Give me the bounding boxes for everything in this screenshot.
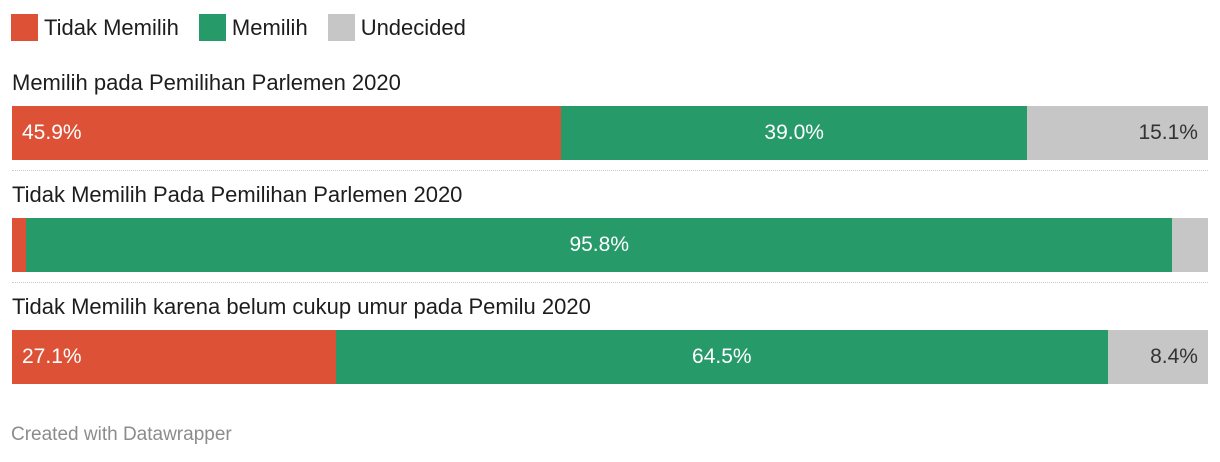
- bar-segment-memilih: 64.5%: [336, 330, 1108, 384]
- bar-segment-tidak-memilih: 45.9%: [12, 106, 561, 160]
- legend-swatch-tidak-memilih: [11, 13, 38, 41]
- stacked-bar: 95.8%: [12, 218, 1208, 272]
- chart-row-1: Memilih pada Pemilihan Parlemen 2020 45.…: [12, 70, 1208, 160]
- chart-row-3: Tidak Memilih karena belum cukup umur pa…: [12, 294, 1208, 384]
- row-title: Tidak Memilih karena belum cukup umur pa…: [12, 294, 591, 319]
- legend-item-memilih: Memilih: [198, 13, 308, 41]
- data-label: 39.0%: [764, 121, 824, 144]
- data-label: 45.9%: [22, 121, 82, 144]
- bar-segment-undecided: [1172, 218, 1208, 272]
- legend-item-undecided: Undecided: [327, 13, 466, 41]
- row-divider: [12, 282, 1208, 283]
- bar-segment-memilih: 39.0%: [560, 106, 1028, 160]
- footer-credit: Created with Datawrapper: [11, 424, 232, 445]
- legend-label-tidak-memilih: Tidak Memilih: [44, 14, 179, 40]
- stacked-bar: 45.9% 39.0% 15.1%: [12, 106, 1208, 160]
- chart-legend: Tidak Memilih Memilih Undecided: [11, 12, 486, 42]
- stacked-bar: 27.1% 64.5% 8.4%: [12, 330, 1208, 384]
- bar-segment-undecided: 8.4%: [1107, 330, 1208, 384]
- data-label: 64.5%: [692, 345, 752, 368]
- data-label: 95.8%: [569, 233, 629, 256]
- data-label: 27.1%: [22, 345, 82, 368]
- legend-swatch-undecided: [327, 13, 355, 41]
- row-title: Memilih pada Pemilihan Parlemen 2020: [12, 70, 401, 95]
- legend-label-undecided: Undecided: [360, 14, 466, 40]
- data-label: 15.1%: [1138, 121, 1198, 144]
- legend-label-memilih: Memilih: [231, 14, 308, 40]
- bar-segment-tidak-memilih: 27.1%: [12, 330, 337, 384]
- row-title: Tidak Memilih Pada Pemilihan Parlemen 20…: [12, 182, 463, 207]
- data-label: 8.4%: [1150, 345, 1198, 368]
- row-divider: [12, 170, 1208, 171]
- bar-segment-undecided: 15.1%: [1027, 106, 1208, 160]
- bar-segment-tidak-memilih: [12, 218, 27, 272]
- bar-segment-memilih: 95.8%: [26, 218, 1173, 272]
- legend-swatch-memilih: [198, 13, 226, 41]
- chart-row-2: Tidak Memilih Pada Pemilihan Parlemen 20…: [12, 182, 1208, 272]
- legend-item-tidak-memilih: Tidak Memilih: [11, 13, 179, 41]
